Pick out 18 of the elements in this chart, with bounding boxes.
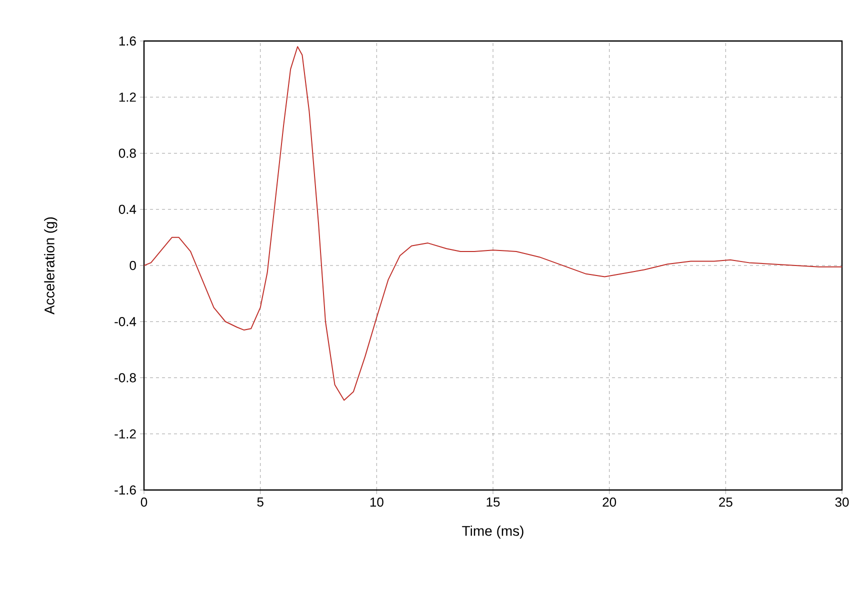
y-tick-label: -0.8 bbox=[114, 373, 136, 382]
x-tick-label: 10 bbox=[370, 498, 384, 507]
x-tick-label: 30 bbox=[835, 498, 849, 507]
y-tick-label: -1.2 bbox=[114, 429, 136, 438]
y-tick-label: 0.4 bbox=[118, 204, 136, 214]
x-tick-label: 25 bbox=[719, 498, 732, 507]
y-tick-label: 0.8 bbox=[118, 148, 136, 158]
y-tick-label: -1.6 bbox=[114, 485, 136, 495]
y-tick-label: 1.6 bbox=[119, 36, 136, 46]
y-tick-label: 0 bbox=[130, 260, 136, 270]
x-tick-label: 0 bbox=[140, 498, 148, 507]
y-tick-label: 1.2 bbox=[119, 92, 136, 102]
x-tick-label: 20 bbox=[602, 498, 616, 507]
y-tick-label: -0.4 bbox=[114, 317, 136, 326]
x-tick-label: 15 bbox=[486, 498, 500, 507]
x-tick-label: 5 bbox=[257, 498, 264, 507]
y-axis-title: Acceleration (g) bbox=[44, 217, 58, 314]
x-axis-title: Time (ms) bbox=[462, 526, 524, 539]
